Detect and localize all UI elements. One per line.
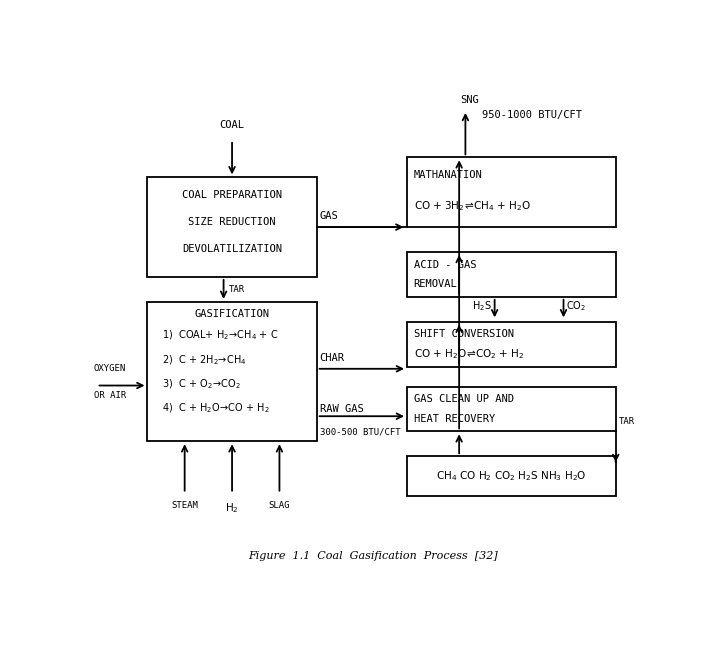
Text: SIZE REDUCTION: SIZE REDUCTION [189,217,276,227]
Text: CHAR: CHAR [320,353,344,363]
Bar [407,252,616,297]
Text: CH$_4$ CO H$_2$ CO$_2$ H$_2$S NH$_3$ H$_2$O: CH$_4$ CO H$_2$ CO$_2$ H$_2$S NH$_3$ H$_… [436,469,587,483]
Text: CO + H$_2$O$\!\rightleftharpoons\!$CO$_2$ + H$_2$: CO + H$_2$O$\!\rightleftharpoons\!$CO$_2… [414,347,524,361]
Bar [148,302,317,441]
Text: HEAT RECOVERY: HEAT RECOVERY [414,414,495,424]
Text: STEAM: STEAM [171,501,198,510]
Bar [407,157,616,227]
Text: SLAG: SLAG [269,501,290,510]
Text: 300-500 BTU/CFT: 300-500 BTU/CFT [320,427,400,436]
Text: DEVOLATILIZATION: DEVOLATILIZATION [182,244,282,254]
Text: TAR: TAR [229,285,245,294]
Text: RAW GAS: RAW GAS [320,404,363,413]
Text: OR AIR: OR AIR [94,391,126,399]
Text: H$_2$S: H$_2$S [472,300,492,313]
Text: ACID - GAS: ACID - GAS [414,259,476,270]
Text: 3)  C + O$_2\!\rightarrow\!$CO$_2$: 3) C + O$_2\!\rightarrow\!$CO$_2$ [162,377,240,391]
Text: TAR: TAR [619,417,635,426]
Text: CO + 3H$_2\!\rightleftharpoons\!$CH$_4$ + H$_2$O: CO + 3H$_2\!\rightleftharpoons\!$CH$_4$ … [414,199,531,213]
Text: Figure  1.1  Coal  Gasification  Process  [32]: Figure 1.1 Coal Gasification Process [32… [248,551,498,561]
Text: GAS: GAS [320,211,339,221]
Text: 2)  C + 2H$_2\!\rightarrow\!$CH$_4$: 2) C + 2H$_2\!\rightarrow\!$CH$_4$ [162,353,246,366]
Text: 950-1000 BTU/CFT: 950-1000 BTU/CFT [483,110,582,120]
Text: COAL PREPARATION: COAL PREPARATION [182,190,282,200]
Bar [407,386,616,432]
Text: MATHANATION: MATHANATION [414,170,483,180]
Text: REMOVAL: REMOVAL [414,280,457,289]
Text: 4)  C + H$_2$O$\!\rightarrow\!$CO + H$_2$: 4) C + H$_2$O$\!\rightarrow\!$CO + H$_2$ [162,402,269,415]
Text: COAL: COAL [220,120,245,130]
Text: CO$_2$: CO$_2$ [566,300,587,313]
Text: SNG: SNG [460,95,478,105]
Bar [407,322,616,367]
Text: SHIFT CONVERSION: SHIFT CONVERSION [414,329,514,339]
Text: 1)  COAL+ H$_2\!\rightarrow\!$CH$_4$ + C: 1) COAL+ H$_2\!\rightarrow\!$CH$_4$ + C [162,329,278,342]
Text: H$_2$: H$_2$ [225,501,239,515]
Bar [407,456,616,496]
Text: GASIFICATION: GASIFICATION [194,309,269,320]
Bar [148,177,317,277]
Text: GAS CLEAN UP AND: GAS CLEAN UP AND [414,394,514,404]
Text: OXYGEN: OXYGEN [94,364,126,373]
